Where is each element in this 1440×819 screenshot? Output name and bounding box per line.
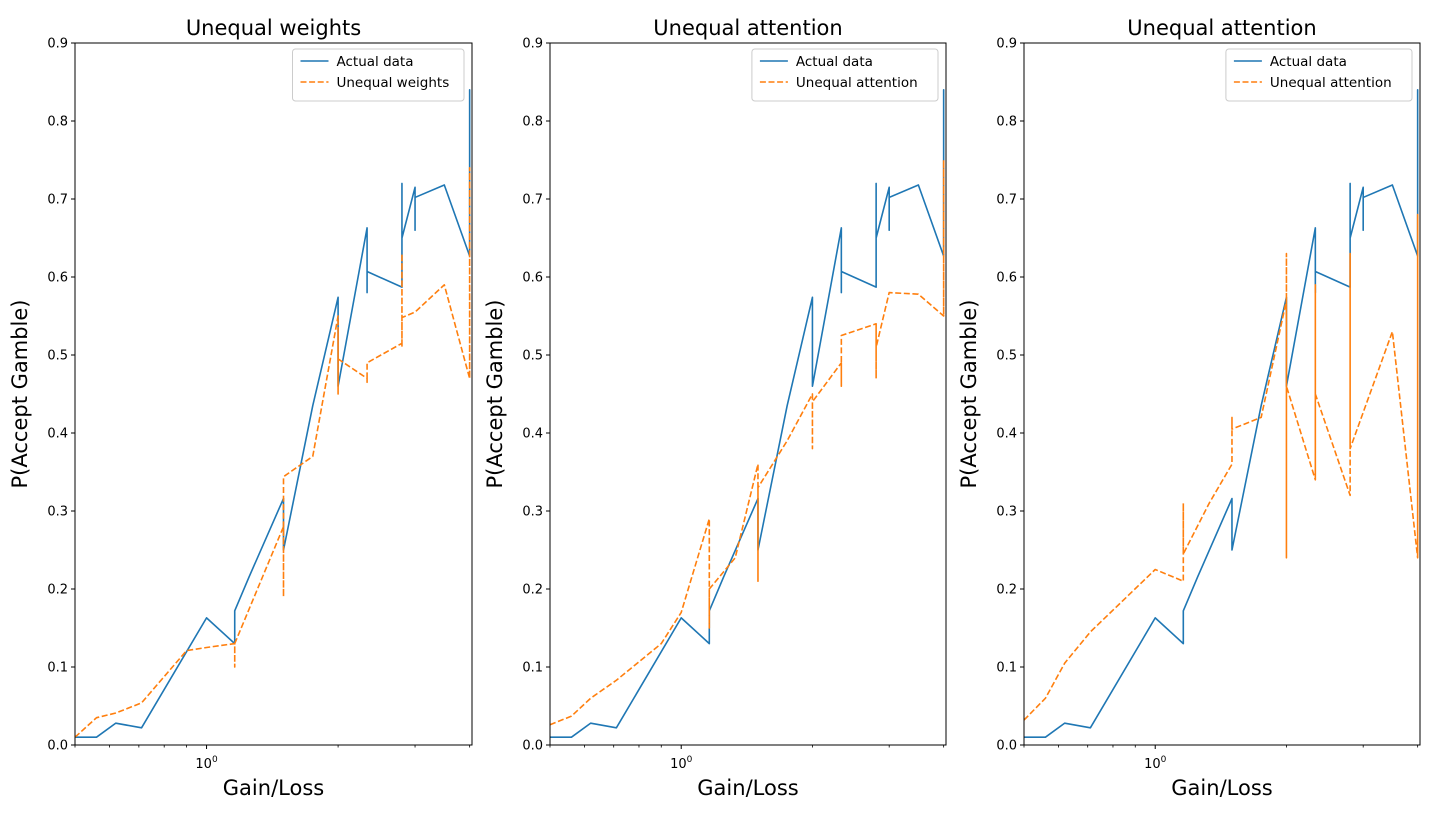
legend-box [292, 48, 465, 102]
y-tick-label: 0.0 [47, 739, 68, 754]
y-tick-label: 0.1 [996, 661, 1017, 676]
y-tick-label: 0.6 [996, 271, 1017, 286]
y-tick-label: 0.8 [522, 115, 543, 130]
y-tick-label: 0.0 [996, 739, 1017, 754]
legend-box [751, 48, 939, 102]
legend-label: Unequal attention [796, 75, 918, 91]
y-tick-label: 0.2 [47, 583, 68, 598]
y-tick-label: 0.1 [522, 661, 543, 676]
y-tick-label: 0.1 [47, 661, 68, 676]
y-tick-label: 0.7 [996, 193, 1017, 208]
plot-frame [1023, 42, 1421, 746]
plot-frame [74, 42, 473, 746]
y-axis-label: P(Accept Gamble) [483, 300, 507, 489]
x-axis-label: Gain/Loss [223, 776, 324, 800]
y-tick-label: 0.4 [522, 427, 543, 442]
legend-label: Actual data [1270, 54, 1347, 70]
y-tick-label: 0.7 [47, 193, 68, 208]
y-tick-label: 0.9 [522, 37, 543, 52]
x-tick-label: 100 [195, 755, 218, 772]
y-tick-label: 0.6 [47, 271, 68, 286]
chart-panel-3: 0.0 0.1 0.2 0.3 0.4 0.5 0.6 0.7 0.8 0.9 100 Unequal… [957, 16, 1421, 800]
y-tick-label: 0.0 [522, 739, 543, 754]
series-line-actual-data [1024, 89, 1419, 738]
y-tick-label: 0.5 [996, 349, 1017, 364]
chart-panel-1: 0.0 0.1 0.2 0.3 0.4 0.5 0.6 0.7 0.8 0.9 100 Unequal… [8, 16, 473, 800]
legend: Actual data Unequal attention [751, 48, 939, 102]
x-tick-label: 100 [670, 755, 693, 772]
x-axis-label: Gain/Loss [697, 776, 798, 800]
y-tick-label: 0.2 [522, 583, 543, 598]
y-axis-label: P(Accept Gamble) [8, 300, 32, 489]
legend-label: Actual data [796, 54, 873, 70]
y-tick-label: 0.5 [47, 349, 68, 364]
plot-frame [549, 42, 947, 746]
x-axis-label: Gain/Loss [1171, 776, 1272, 800]
y-tick-label: 0.3 [47, 505, 68, 520]
y-tick-label: 0.4 [996, 427, 1017, 442]
y-tick-label: 0.8 [47, 115, 68, 130]
series-line-model [1024, 213, 1419, 721]
chart-panel-2: 0.0 0.1 0.2 0.3 0.4 0.5 0.6 0.7 0.8 0.9 100 Unequal… [483, 16, 947, 800]
legend-label: Actual data [337, 54, 414, 70]
y-tick-label: 0.9 [47, 37, 68, 52]
series-line-model [75, 167, 471, 738]
y-axis-label: P(Accept Gamble) [957, 300, 981, 489]
series-line-model [550, 159, 945, 726]
legend-label: Unequal weights [337, 75, 450, 91]
legend-label: Unequal attention [1270, 75, 1392, 91]
series-line-actual-data [550, 89, 945, 738]
series-line-actual-data [75, 89, 471, 738]
y-tick-label: 0.3 [522, 505, 543, 520]
chart-title: Unequal attention [653, 16, 842, 40]
y-tick-label: 0.7 [522, 193, 543, 208]
y-tick-label: 0.2 [996, 583, 1017, 598]
x-tick-label: 100 [1144, 755, 1167, 772]
y-tick-label: 0.9 [996, 37, 1017, 52]
y-tick-label: 0.6 [522, 271, 543, 286]
legend-box [1225, 48, 1413, 102]
chart-title: Unequal weights [186, 16, 361, 40]
chart-title: Unequal attention [1127, 16, 1316, 40]
y-tick-label: 0.8 [996, 115, 1017, 130]
y-tick-label: 0.3 [996, 505, 1017, 520]
legend: Actual data Unequal attention [1225, 48, 1413, 102]
y-tick-label: 0.4 [47, 427, 68, 442]
y-tick-label: 0.5 [522, 349, 543, 364]
legend: Actual data Unequal weights [292, 48, 465, 102]
